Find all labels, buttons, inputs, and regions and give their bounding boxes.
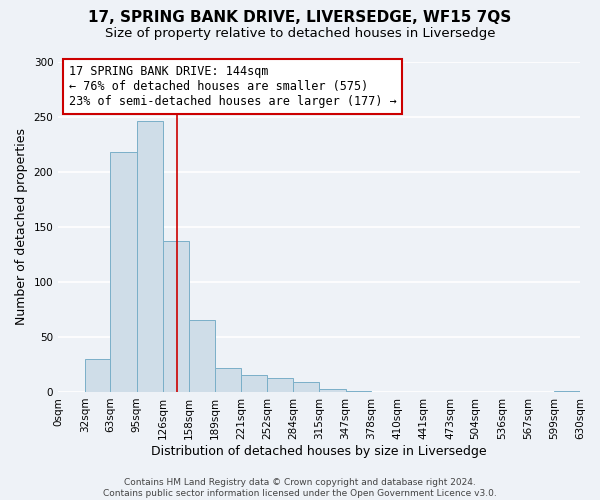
Bar bbox=[554, 391, 580, 392]
X-axis label: Distribution of detached houses by size in Liversedge: Distribution of detached houses by size … bbox=[151, 444, 487, 458]
Bar bbox=[189, 320, 215, 392]
Text: Size of property relative to detached houses in Liversedge: Size of property relative to detached ho… bbox=[105, 28, 495, 40]
Bar bbox=[293, 382, 319, 392]
Bar bbox=[346, 391, 371, 392]
Y-axis label: Number of detached properties: Number of detached properties bbox=[15, 128, 28, 325]
Text: 17, SPRING BANK DRIVE, LIVERSEDGE, WF15 7QS: 17, SPRING BANK DRIVE, LIVERSEDGE, WF15 … bbox=[88, 10, 512, 25]
Text: Contains HM Land Registry data © Crown copyright and database right 2024.
Contai: Contains HM Land Registry data © Crown c… bbox=[103, 478, 497, 498]
Bar bbox=[267, 378, 293, 392]
Bar bbox=[163, 241, 189, 392]
Text: 17 SPRING BANK DRIVE: 144sqm
← 76% of detached houses are smaller (575)
23% of s: 17 SPRING BANK DRIVE: 144sqm ← 76% of de… bbox=[68, 65, 397, 108]
Bar bbox=[85, 359, 110, 392]
Bar bbox=[110, 152, 137, 392]
Bar bbox=[137, 121, 163, 392]
Bar bbox=[241, 376, 267, 392]
Bar bbox=[319, 388, 346, 392]
Bar bbox=[215, 368, 241, 392]
